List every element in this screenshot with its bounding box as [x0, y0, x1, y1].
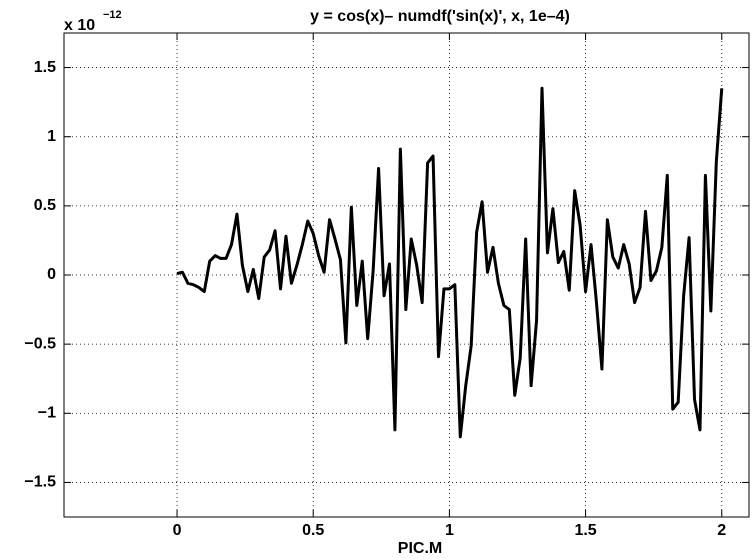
- x-tick-label: 1.5: [574, 522, 596, 539]
- y-tick-label: −0.5: [24, 335, 56, 352]
- y-tick-label: 1: [47, 128, 56, 145]
- x-tick-label: 0: [173, 522, 182, 539]
- y-tick-label: 1.5: [34, 59, 56, 76]
- data-line: [176, 86, 724, 439]
- x-tick-label: 2: [717, 522, 726, 539]
- x-tick-label: 0.5: [302, 522, 324, 539]
- y-tick-label: 0: [47, 266, 56, 283]
- y-tick-label: −1: [38, 405, 56, 422]
- x-axis-label: PIC.M: [398, 540, 442, 557]
- x-tick-label: 1: [445, 522, 454, 539]
- y-tick-label: 0.5: [34, 197, 56, 214]
- plot-frame: [63, 32, 750, 518]
- chart-title: y = cos(x)– numdf('sin(x)', x, 1e–4): [310, 8, 570, 25]
- y-multiplier: x 10: [64, 17, 95, 34]
- y-exponent: −12: [103, 9, 122, 21]
- y-tick-label: −1.5: [24, 474, 56, 491]
